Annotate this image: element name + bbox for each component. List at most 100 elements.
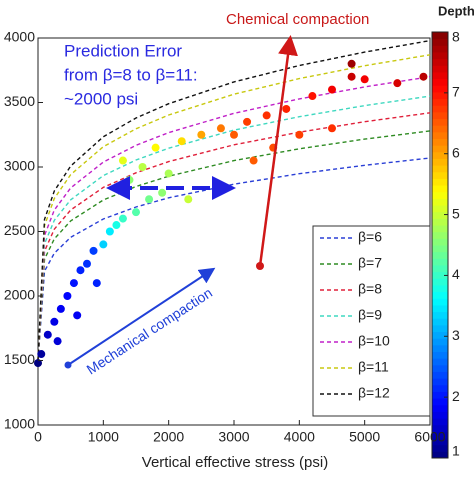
colorbar-cell bbox=[432, 218, 448, 226]
colorbar-tick-label: 8 bbox=[452, 29, 460, 45]
colorbar-cell bbox=[432, 165, 448, 173]
y-tick-label: 3000 bbox=[4, 158, 35, 174]
point bbox=[53, 337, 62, 346]
curve bbox=[37, 39, 431, 361]
colorbar-cell bbox=[432, 231, 448, 239]
point bbox=[158, 188, 167, 197]
colorbar-cell bbox=[432, 65, 448, 73]
point bbox=[282, 104, 291, 113]
colorbar-cell bbox=[432, 284, 448, 293]
colorbar-cell bbox=[432, 411, 448, 419]
point bbox=[37, 350, 46, 359]
colorbar-cell bbox=[432, 331, 448, 339]
chemical-arrow bbox=[258, 35, 298, 267]
colorbar-cell bbox=[432, 324, 448, 333]
arrow-start bbox=[256, 262, 264, 270]
colorbar-cell bbox=[432, 298, 448, 306]
colorbar-cell bbox=[432, 125, 448, 133]
colorbar-cell bbox=[432, 118, 448, 126]
point bbox=[151, 143, 160, 152]
point bbox=[105, 227, 114, 236]
colorbar-cell bbox=[432, 138, 448, 146]
colorbar-cell bbox=[432, 418, 448, 426]
colorbar-cell bbox=[432, 158, 448, 166]
colorbar-cell bbox=[432, 38, 448, 46]
curve bbox=[37, 157, 431, 361]
point bbox=[249, 156, 258, 165]
point bbox=[118, 156, 127, 165]
point bbox=[76, 266, 85, 275]
point bbox=[34, 359, 42, 368]
point bbox=[69, 279, 78, 288]
x-axis-label: Vertical effective stress (psi) bbox=[142, 454, 328, 471]
x-tick-label: 2000 bbox=[153, 429, 184, 445]
x-tick-label: 4000 bbox=[284, 429, 315, 445]
colorbar-cell bbox=[432, 51, 448, 60]
colorbar-tick-label: 1 bbox=[452, 443, 460, 459]
colorbar-cell bbox=[432, 311, 448, 319]
colorbar-cell bbox=[432, 358, 448, 366]
colorbar-cell bbox=[432, 245, 448, 253]
colorbar-cell bbox=[432, 431, 448, 439]
point bbox=[50, 317, 59, 326]
colorbar-tick-label: 7 bbox=[452, 84, 460, 100]
colorbar-cell bbox=[432, 185, 448, 193]
legend-label: β=9 bbox=[358, 307, 382, 323]
y-tick-label: 1000 bbox=[4, 416, 35, 432]
arrow-start bbox=[64, 361, 72, 369]
point bbox=[347, 72, 356, 81]
legend-label: β=12 bbox=[358, 385, 390, 401]
annotation: ~2000 psi bbox=[64, 89, 138, 108]
colorbar-cell bbox=[432, 318, 448, 326]
point bbox=[89, 246, 98, 255]
colorbar-cell bbox=[432, 71, 448, 80]
legend-label: β=8 bbox=[358, 281, 382, 297]
colorbar-tick-label: 2 bbox=[452, 388, 460, 404]
colorbar-cell bbox=[432, 438, 448, 446]
colorbar-cell bbox=[432, 32, 448, 40]
legend-label: β=6 bbox=[358, 229, 382, 245]
point bbox=[360, 75, 369, 84]
colorbar-cell bbox=[432, 85, 448, 93]
point bbox=[99, 240, 108, 249]
legend-label: β=7 bbox=[358, 255, 382, 271]
colorbar-cell bbox=[432, 225, 448, 233]
colorbar-cell bbox=[432, 178, 448, 186]
y-tick-label: 2500 bbox=[4, 222, 35, 238]
colorbar-tick-label: 3 bbox=[452, 327, 460, 343]
colorbar-cell bbox=[432, 58, 448, 66]
colorbar-cell bbox=[432, 198, 448, 206]
point bbox=[92, 279, 101, 288]
colorbar-cell bbox=[432, 145, 448, 153]
colorbar-cell bbox=[432, 251, 448, 259]
colorbar-tick-label: 5 bbox=[452, 205, 460, 221]
point bbox=[262, 111, 271, 120]
annotation: from β=8 to β=11: bbox=[64, 65, 198, 84]
colorbar-cell bbox=[432, 271, 448, 279]
colorbar-cell bbox=[432, 351, 448, 359]
point bbox=[328, 124, 336, 133]
colorbar-cell bbox=[432, 171, 448, 179]
point bbox=[112, 221, 121, 230]
point bbox=[347, 59, 356, 68]
y-tick-label: 4000 bbox=[4, 29, 35, 45]
colorbar-cell bbox=[432, 344, 448, 352]
point bbox=[393, 79, 402, 88]
colorbar-cell bbox=[432, 444, 448, 452]
colorbar-cell bbox=[432, 111, 448, 120]
curve bbox=[37, 54, 431, 361]
colorbar-cell bbox=[432, 338, 448, 346]
point bbox=[73, 311, 82, 320]
colorbar-cell bbox=[432, 78, 448, 86]
x-tick-label: 6000 bbox=[414, 429, 445, 445]
colorbar-cell bbox=[432, 371, 448, 379]
point bbox=[177, 137, 186, 146]
x-tick-label: 3000 bbox=[218, 429, 249, 445]
point bbox=[295, 130, 304, 139]
legend-label: β=10 bbox=[358, 333, 390, 349]
point bbox=[308, 92, 317, 101]
point bbox=[118, 214, 127, 223]
annotation: Prediction Error bbox=[64, 41, 182, 60]
colorbar-cell bbox=[432, 424, 448, 432]
